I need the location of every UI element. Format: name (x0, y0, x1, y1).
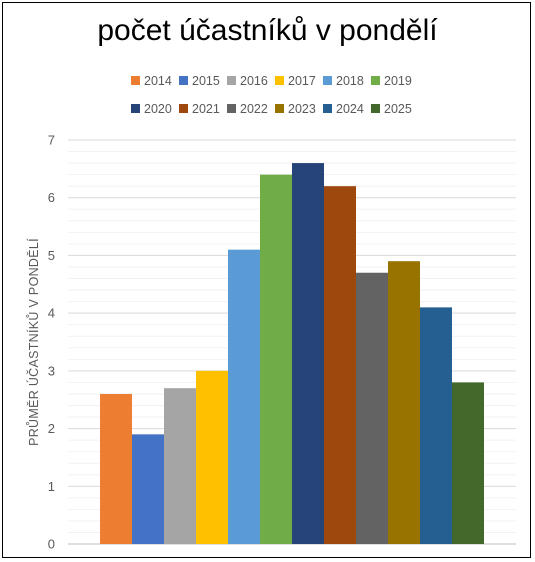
y-tick-label: 7 (48, 133, 55, 148)
legend-swatch-2019 (371, 76, 380, 85)
bar-2018 (228, 249, 260, 544)
legend-swatch-2018 (323, 76, 332, 85)
legend-label-2025: 2025 (384, 102, 412, 116)
legend-label-2022: 2022 (240, 102, 268, 116)
legend-swatch-2017 (275, 76, 284, 85)
legend-label-2023: 2023 (288, 102, 316, 116)
y-tick-label: 2 (48, 421, 55, 436)
legend-label-2018: 2018 (336, 74, 364, 88)
y-tick-label: 4 (48, 306, 55, 321)
y-tick-label: 6 (48, 190, 55, 205)
legend-swatch-2025 (371, 104, 380, 113)
legend-swatch-2021 (179, 104, 188, 113)
legend-swatch-2016 (227, 76, 236, 85)
legend-swatch-2015 (179, 76, 188, 85)
legend-swatch-2023 (275, 104, 284, 113)
chart-title: počet účastníků v pondělí (97, 14, 438, 47)
bar-2014 (100, 393, 132, 544)
bar-2025 (452, 382, 484, 544)
y-axis-title: PRŮMĚR ÚČASTNÍKŮ V PONDĚLÍ (26, 238, 41, 446)
legend-label-2019: 2019 (384, 74, 412, 88)
y-tick-label: 0 (48, 537, 55, 552)
y-tick-label: 5 (48, 248, 55, 263)
bar-2023 (388, 261, 420, 544)
legend-label-2020: 2020 (144, 102, 172, 116)
bar-2020 (292, 163, 324, 545)
legend-label-2016: 2016 (240, 74, 268, 88)
y-tick-label: 3 (48, 363, 55, 378)
bar-2017 (196, 370, 228, 544)
bar-2022 (356, 272, 388, 544)
legend-label-2021: 2021 (192, 102, 220, 116)
bar-2024 (420, 307, 452, 544)
legend-swatch-2020 (131, 104, 140, 113)
legend-label-2014: 2014 (144, 74, 172, 88)
bar-2019 (260, 174, 292, 544)
bar-2015 (132, 434, 164, 544)
legend-swatch-2022 (227, 104, 236, 113)
legend-swatch-2014 (131, 76, 140, 85)
legend-label-2024: 2024 (336, 102, 364, 116)
legend-label-2017: 2017 (288, 74, 316, 88)
legend-swatch-2024 (323, 104, 332, 113)
y-tick-label: 1 (48, 479, 55, 494)
bar-2021 (324, 186, 356, 544)
legend-label-2015: 2015 (192, 74, 220, 88)
bar-2016 (164, 388, 196, 544)
